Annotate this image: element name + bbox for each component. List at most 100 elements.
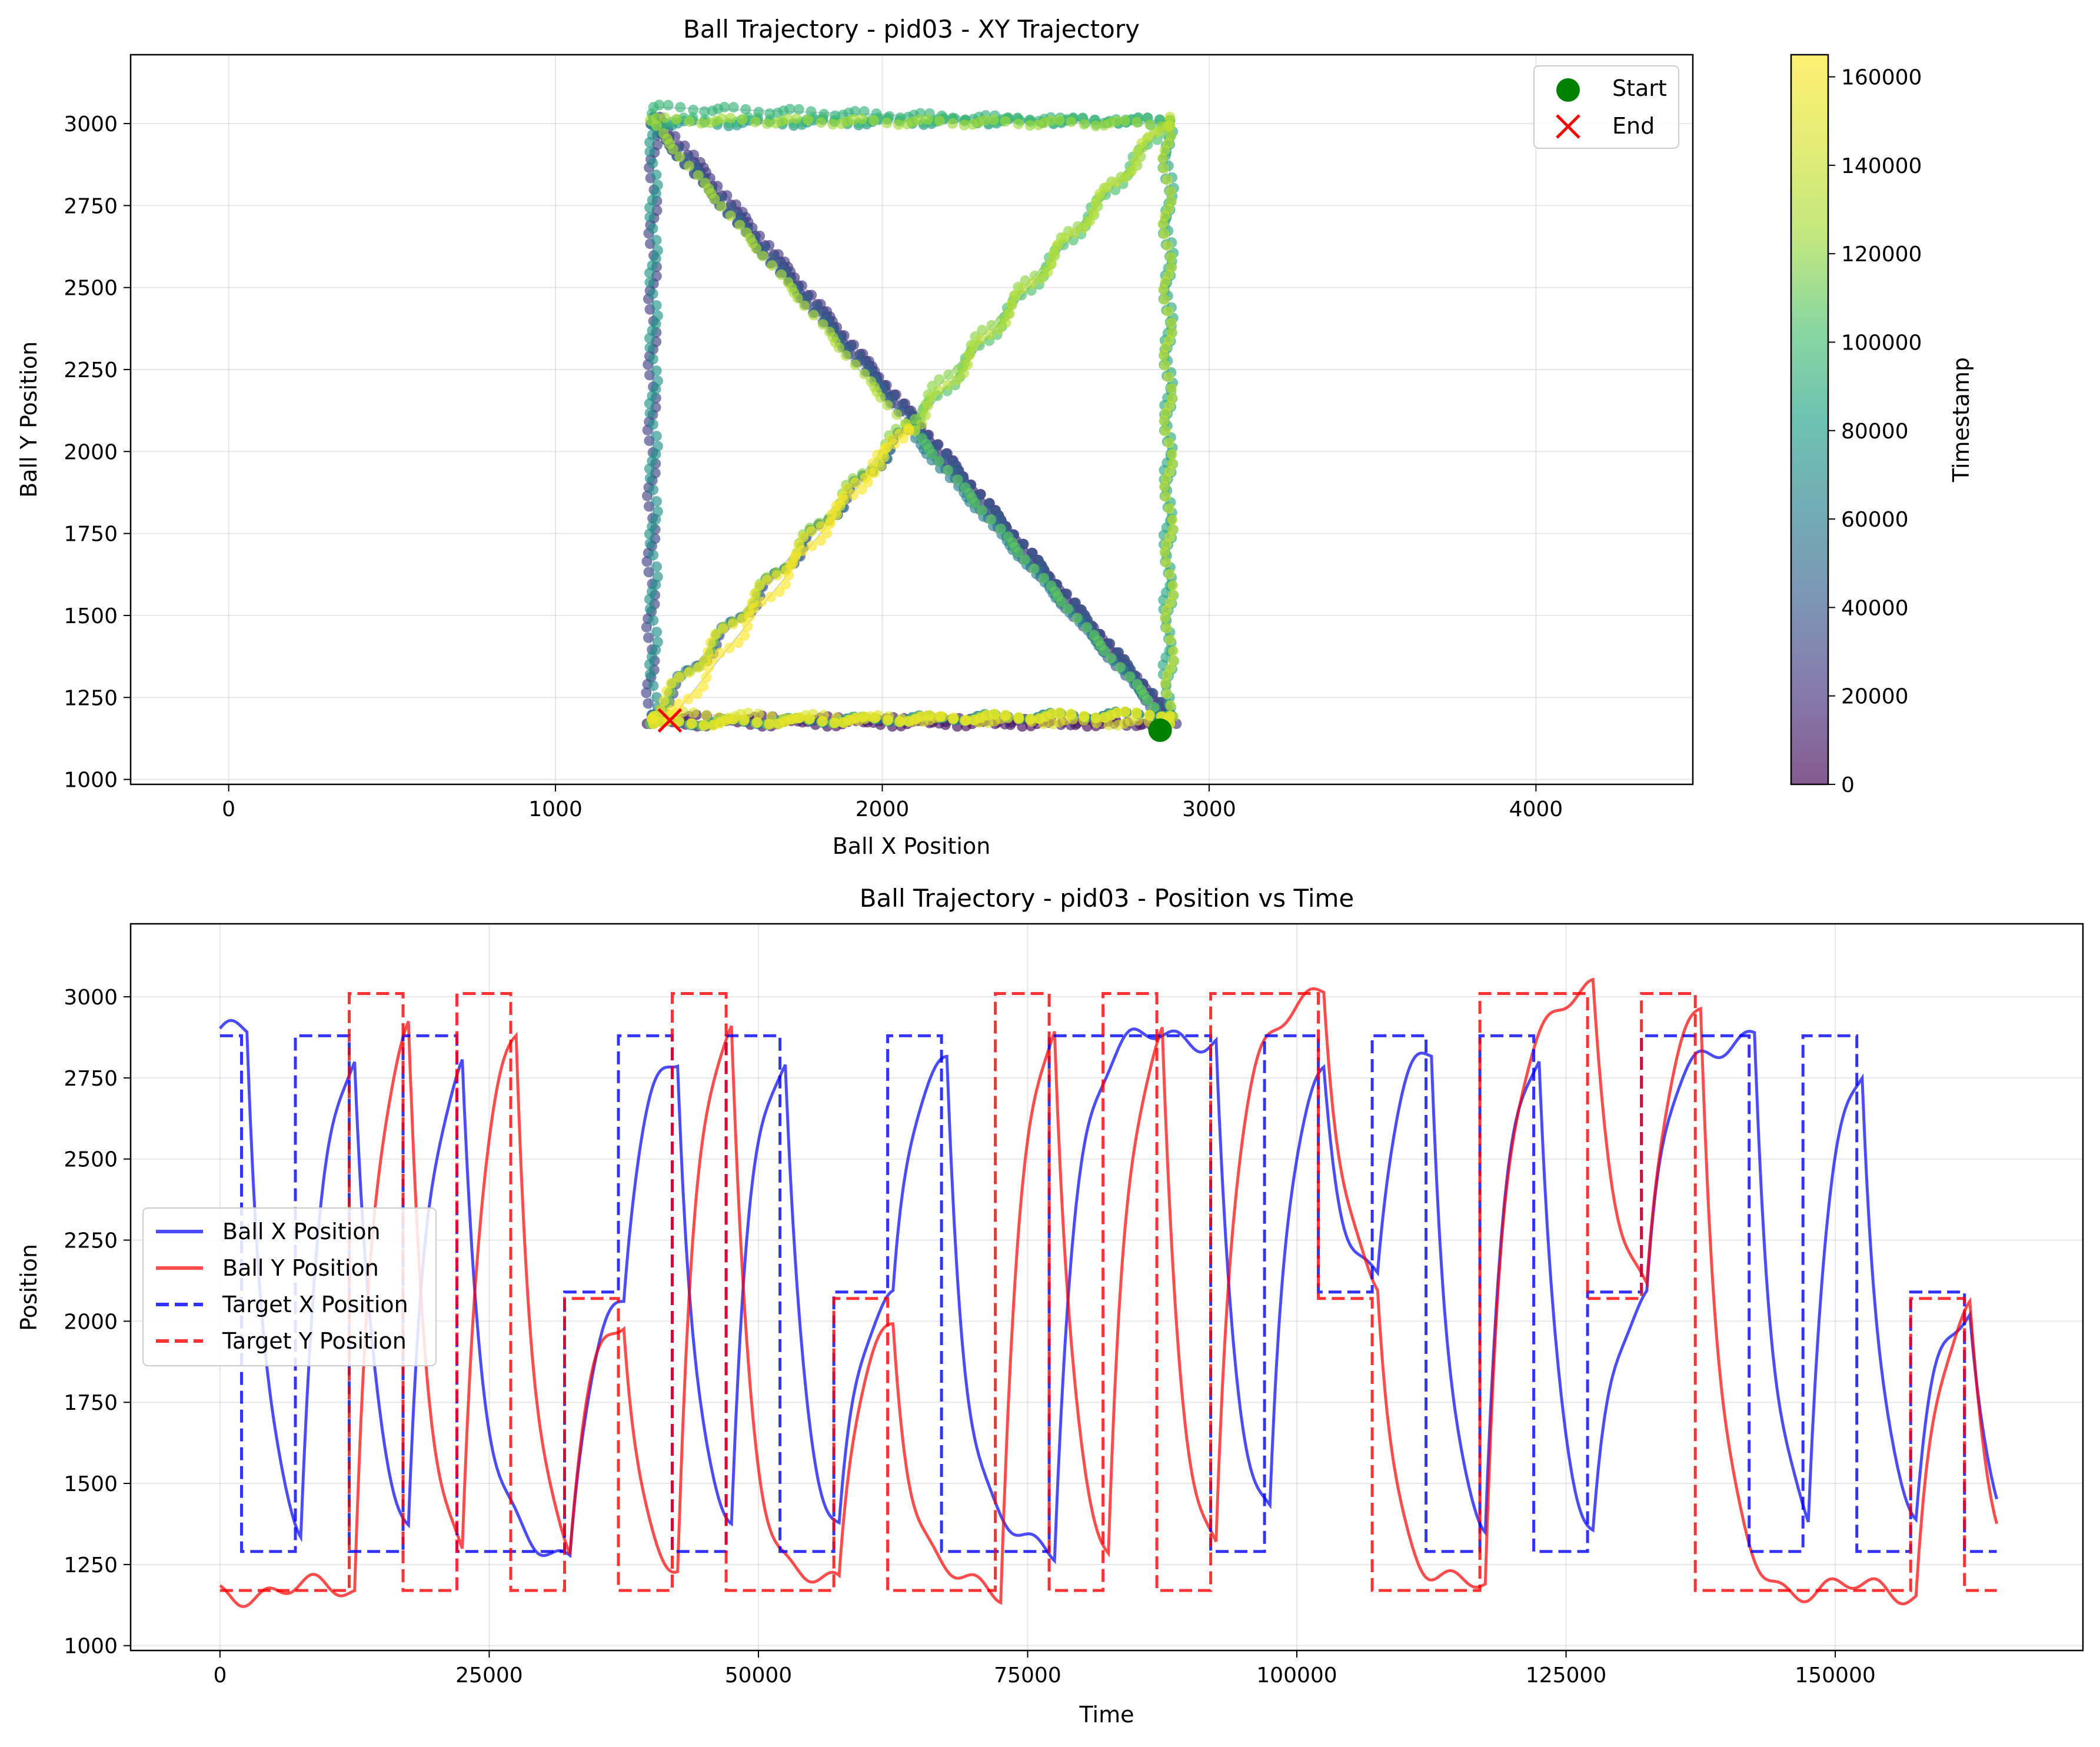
trajectory-point: [643, 632, 654, 643]
trajectory-point: [709, 194, 720, 204]
trajectory-point: [1124, 671, 1136, 682]
trajectory-point: [1066, 708, 1077, 720]
trajectory-point: [922, 114, 933, 125]
trajectory-point: [651, 120, 663, 131]
colorbar-tick-label: 160000: [1841, 66, 1922, 90]
trajectory-point: [698, 720, 710, 731]
trajectory-point: [648, 550, 659, 561]
trajectory-point: [1066, 117, 1077, 128]
trajectory-point: [1036, 273, 1047, 284]
chart2-x-tick-label: 25000: [455, 1663, 523, 1688]
trajectory-point: [1000, 317, 1011, 328]
trajectory-point: [1164, 503, 1175, 514]
chart1-y-ticks: 1000 1250 1500 1750 2000 2250 2500 2750 3000: [64, 112, 131, 793]
chart2-legend: Ball X Position Ball Y Position Target X…: [142, 1207, 437, 1366]
trajectory-point: [984, 329, 996, 340]
trajectory-point: [1124, 716, 1136, 727]
trajectory-point: [951, 374, 963, 385]
trajectory-point: [1157, 153, 1168, 164]
trajectory-point: [725, 112, 736, 124]
trajectory-point: [1153, 127, 1164, 137]
trajectory-point: [1160, 211, 1171, 222]
trajectory-point: [1017, 283, 1028, 294]
legend-end-label: End: [1612, 113, 1655, 139]
chart2-x-axis-label: Time: [1079, 1702, 1134, 1728]
trajectory-point: [1164, 634, 1176, 645]
trajectory-point: [1165, 252, 1176, 263]
trajectory-point: [834, 342, 844, 353]
trajectory-point: [737, 114, 748, 125]
trajectory-point: [1120, 172, 1131, 183]
trajectory-point: [704, 117, 715, 128]
trajectory-point: [725, 210, 736, 221]
trajectory-point: [756, 596, 767, 607]
trajectory-point: [641, 687, 652, 698]
trajectory-point: [808, 310, 819, 321]
colorbar-label: Timestamp: [1948, 357, 1974, 482]
legend-target-y-label: Target Y Position: [222, 1328, 407, 1354]
trajectory-point: [793, 104, 804, 115]
trajectory-point: [817, 716, 828, 727]
trajectory-point: [903, 425, 914, 437]
trajectory-point: [790, 551, 801, 563]
trajectory-point: [675, 102, 686, 113]
chart1-y-tick-label: 1250: [64, 686, 118, 710]
legend-target-x-label: Target X Position: [222, 1292, 408, 1317]
trajectory-point: [761, 118, 773, 129]
trajectory-point: [1159, 415, 1170, 427]
trajectory-point: [648, 484, 658, 495]
trajectory-point: [739, 630, 750, 641]
trajectory-point: [652, 375, 663, 387]
trajectory-point: [840, 350, 851, 361]
chart2-y-tick-label: 2500: [64, 1148, 118, 1172]
trajectory-point: [780, 579, 791, 590]
trajectory-point: [683, 667, 694, 678]
trajectory-point: [1166, 317, 1177, 328]
trajectory-point: [838, 717, 850, 728]
trajectory-point: [1163, 306, 1173, 317]
trajectory-point: [901, 118, 913, 129]
trajectory-point: [1160, 612, 1171, 623]
trajectory-point: [1034, 713, 1045, 724]
trajectory-point: [995, 523, 1006, 534]
trajectory-point: [767, 260, 778, 271]
trajectory-point: [934, 115, 945, 127]
trajectory-point: [943, 369, 954, 380]
chart2-x-tick-label: 0: [213, 1663, 227, 1688]
trajectory-point: [751, 243, 761, 254]
start-marker: [1148, 718, 1172, 743]
trajectory-point: [881, 118, 893, 129]
trajectory-point: [848, 490, 859, 500]
colorbar-gradient: [1791, 55, 1828, 784]
trajectory-point: [705, 637, 716, 648]
trajectory-point: [827, 119, 838, 130]
trajectory-point: [688, 104, 699, 115]
trajectory-point: [1132, 147, 1143, 157]
trajectory-point: [1115, 661, 1126, 673]
trajectory-point: [933, 455, 944, 467]
chart2-y-tick-label: 2250: [64, 1229, 118, 1253]
trajectory-point: [703, 662, 714, 673]
trajectory-point: [772, 107, 783, 118]
trajectory-point: [665, 678, 677, 689]
trajectory-point: [1159, 228, 1170, 239]
trajectory-point: [869, 712, 880, 723]
trajectory-point: [875, 392, 886, 403]
trajectory-point: [1099, 645, 1110, 656]
trajectory-point: [650, 384, 661, 395]
trajectory-point: [1167, 645, 1179, 657]
trajectory-point: [891, 409, 903, 420]
trajectory-point: [916, 418, 927, 430]
trajectory-point: [652, 571, 663, 583]
trajectory-point: [643, 567, 654, 578]
trajectory-point: [1046, 258, 1057, 268]
trajectory-point: [804, 713, 815, 724]
trajectory-point: [1157, 218, 1169, 229]
trajectory-point: [858, 711, 870, 723]
trajectory-point: [714, 647, 725, 658]
trajectory-point: [947, 457, 959, 468]
trajectory-point: [821, 528, 832, 539]
trajectory-point: [673, 671, 684, 683]
trajectory-point: [1052, 239, 1063, 250]
trajectory-point: [1162, 670, 1173, 681]
